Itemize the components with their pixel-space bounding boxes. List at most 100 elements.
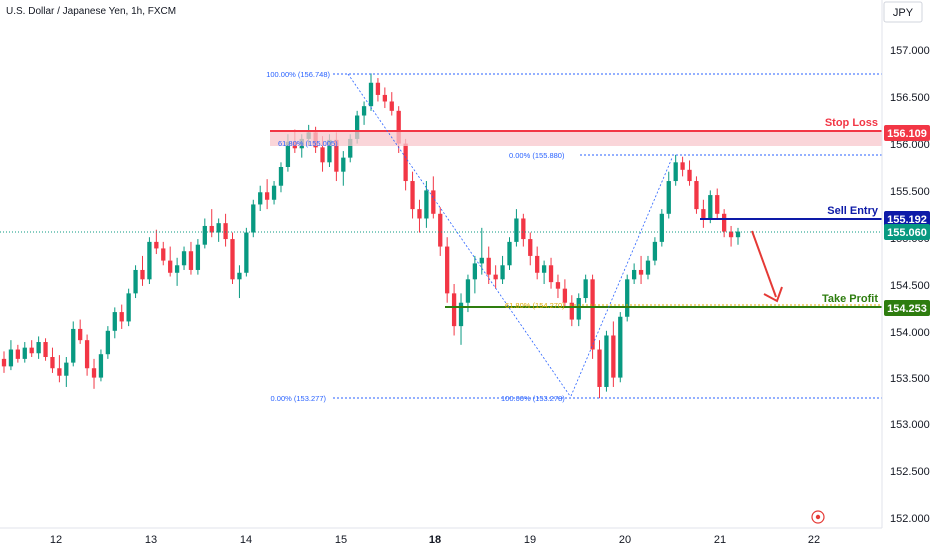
candle-body: [722, 213, 727, 232]
candle-body: [507, 241, 512, 266]
sell-entry-price-tag: 155.192: [884, 211, 930, 227]
candle-body: [708, 195, 713, 219]
candle-body: [188, 251, 194, 270]
candle-body: [652, 241, 658, 261]
candle-body: [410, 181, 415, 210]
current-price-tag: 155.060: [884, 224, 930, 240]
date-tick: 22: [808, 534, 820, 546]
date-tick: 19: [524, 534, 536, 546]
candle-body: [181, 251, 187, 266]
fib-retracement-left[interactable]: 100.00% (156.748) 0.00% (153.277) 61.80%…: [266, 70, 882, 403]
candle-body: [216, 223, 221, 233]
price-axis[interactable]: JPY 157.000 156.500 156.000 155.500 155.…: [881, 0, 932, 550]
candle-body: [424, 190, 429, 219]
candle-body: [50, 357, 55, 369]
svg-text:155.192: 155.192: [887, 214, 927, 226]
candle-body: [659, 213, 664, 242]
candle-body: [195, 244, 201, 270]
candle-body: [202, 225, 207, 245]
stop-loss-label: Stop Loss: [825, 117, 878, 129]
plot-area[interactable]: [0, 0, 882, 528]
sell-entry-label: Sell Entry: [827, 205, 879, 217]
stop-loss-price-tag: 156.109: [884, 125, 930, 141]
candle-body: [472, 263, 478, 280]
candle-body: [126, 293, 131, 322]
candle-body: [271, 185, 277, 200]
projection-arrow[interactable]: [751, 230, 783, 303]
candle-body: [486, 257, 491, 275]
candle-body: [687, 169, 692, 182]
candle-body: [701, 209, 706, 219]
date-tick: 13: [145, 534, 157, 546]
candle-body: [528, 239, 533, 256]
candle-body: [569, 302, 574, 320]
candle-body: [521, 218, 526, 240]
candle-body: [375, 82, 381, 95]
candle-body: [147, 241, 152, 280]
candle-body: [694, 181, 699, 210]
fib-right-618-label: 61.80% (154.270): [505, 301, 565, 310]
candle-body: [43, 342, 48, 358]
candle-body: [15, 349, 20, 359]
fib-retracement-right[interactable]: 0.00% (155.880) 100.00% (153.278) 61.80%…: [501, 151, 882, 403]
candle-body: [562, 288, 568, 303]
candle-body: [514, 218, 519, 242]
candle-body: [451, 293, 457, 327]
candle-body: [597, 349, 602, 387]
candle-body: [251, 204, 256, 233]
arrow-shaft: [751, 230, 777, 298]
candle-body: [1, 358, 7, 367]
candle-body: [590, 279, 595, 350]
candle-body: [258, 192, 263, 205]
candle-body: [168, 260, 173, 273]
currency-button[interactable]: JPY: [883, 1, 923, 23]
candle-body: [403, 143, 408, 182]
candle-body: [438, 213, 443, 247]
candle-body: [465, 279, 471, 303]
candle-body: [458, 302, 464, 327]
target-icon[interactable]: [811, 510, 825, 524]
fib-left-618-label: 61.80% (155.005): [278, 139, 338, 148]
candle-body: [396, 110, 401, 144]
date-tick: 12: [50, 534, 62, 546]
candle-body: [341, 157, 346, 172]
price-tick: 156.500: [890, 92, 930, 104]
candle-body: [625, 279, 630, 317]
candle-body: [327, 139, 332, 163]
price-tick: 154.500: [890, 280, 930, 292]
candle-body: [71, 328, 76, 363]
candle-body: [389, 101, 394, 111]
date-tick-bold: 18: [429, 534, 441, 546]
candle-body: [105, 330, 111, 355]
candle-body: [223, 223, 228, 240]
candle-body: [285, 141, 291, 167]
date-tick: 20: [619, 534, 631, 546]
fib-left-trend-line: [347, 73, 571, 397]
candle-body: [355, 115, 360, 139]
candle-body: [57, 368, 62, 376]
price-tick: 153.500: [890, 373, 930, 385]
candle-body: [479, 257, 484, 264]
candle-body: [638, 269, 644, 275]
candle-body: [500, 265, 505, 280]
date-tick: 21: [714, 534, 726, 546]
time-axis[interactable]: 12 13 14 15 18 19 20 21 22: [0, 527, 882, 550]
candle-body: [278, 167, 284, 186]
candle-body: [78, 328, 83, 341]
svg-text:155.060: 155.060: [887, 227, 927, 239]
candle-body: [320, 147, 325, 163]
candle-body: [680, 162, 685, 170]
candle-body: [673, 162, 678, 182]
candle-body: [604, 335, 609, 387]
price-tick: 155.500: [890, 186, 930, 198]
candle-body: [161, 248, 166, 261]
candle-body: [645, 260, 651, 275]
price-tick: 157.000: [890, 45, 930, 57]
candle-body: [445, 246, 450, 294]
candle-body: [36, 342, 41, 354]
candle-body: [548, 265, 554, 283]
candle-body: [64, 362, 69, 376]
candle-body: [368, 82, 374, 107]
